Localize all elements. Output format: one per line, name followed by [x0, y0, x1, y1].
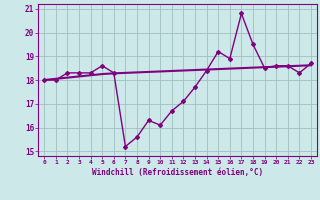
X-axis label: Windchill (Refroidissement éolien,°C): Windchill (Refroidissement éolien,°C) — [92, 168, 263, 177]
